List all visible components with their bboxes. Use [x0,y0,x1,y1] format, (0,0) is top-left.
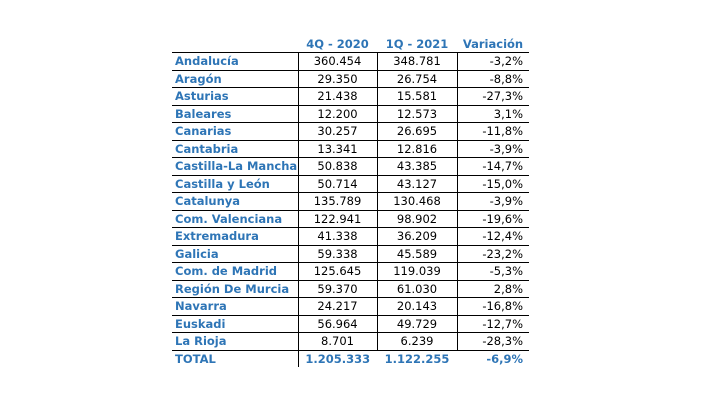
value-variacion: -11,8% [457,122,529,141]
value-1q-2021: 15.581 [377,87,458,106]
value-4q-2020: 59.338 [298,245,378,263]
header-row: 4Q - 2020 1Q - 2021 Variación [172,36,529,53]
value-1q-2021: 61.030 [377,280,458,298]
table-row: Andalucía 360.454 348.781 -3,2% [172,52,529,71]
value-1q-2021: 98.902 [377,210,458,228]
header-region [172,36,298,53]
value-4q-2020: 360.454 [298,52,378,71]
table-row: Com. Valenciana 122.941 98.902 -19,6% [172,210,529,228]
value-variacion: 2,8% [457,280,529,298]
value-4q-2020: 125.645 [298,262,378,281]
header-4q-2020: 4Q - 2020 [298,36,377,53]
value-4q-2020: 29.350 [298,70,378,88]
value-variacion: -12,4% [457,227,529,246]
value-1q-2021: 43.127 [377,175,458,193]
value-4q-2020: 59.370 [298,280,378,298]
value-variacion: -12,7% [457,315,529,333]
total-1q-2021: 1.122.255 [384,351,450,366]
value-variacion: -23,2% [457,245,529,263]
total-4q-2020: 1.205.333 [305,351,371,366]
region-name: Navarra [172,297,299,316]
value-4q-2020: 21.438 [298,87,378,106]
table-row: Castilla-La Mancha 50.838 43.385 -14,7% [172,157,529,176]
value-variacion: -3,9% [457,140,529,158]
table-row: Baleares 12.200 12.573 3,1% [172,105,529,123]
value-4q-2020: 56.964 [298,315,378,333]
table-row: La Rioja 8.701 6.239 -28,3% [172,332,529,351]
table-row: Extremadura 41.338 36.209 -12,4% [172,227,529,246]
value-4q-2020: 50.838 [298,157,378,176]
region-name: Andalucía [172,52,299,71]
header-1q-2021: 1Q - 2021 [377,36,457,53]
region-name: Catalunya [172,192,299,211]
value-4q-2020: 24.217 [298,297,378,316]
value-4q-2020: 41.338 [298,227,378,246]
value-variacion: -28,3% [457,332,529,351]
value-4q-2020: 135.789 [298,192,378,211]
value-1q-2021: 20.143 [377,297,458,316]
total-row: TOTAL 1.205.333 1.122.255 -6,9% [172,350,529,367]
table-row: Galicia 59.338 45.589 -23,2% [172,245,529,263]
value-1q-2021: 12.816 [377,140,458,158]
value-variacion: -14,7% [457,157,529,176]
region-name: Canarias [172,122,299,141]
region-name: Com. Valenciana [172,210,299,228]
region-name: Cantabria [172,140,299,158]
region-name: Región De Murcia [172,280,299,298]
value-variacion: -3,2% [457,52,529,71]
table-row: Canarias 30.257 26.695 -11,8% [172,122,529,141]
regional-data-table: 4Q - 2020 1Q - 2021 Variación Andalucía 3… [172,36,529,367]
table-row: Castilla y León 50.714 43.127 -15,0% [172,175,529,193]
value-1q-2021: 43.385 [377,157,458,176]
value-variacion: -19,6% [457,210,529,228]
region-name: Com. de Madrid [172,262,299,281]
value-1q-2021: 12.573 [377,105,458,123]
value-4q-2020: 30.257 [298,122,378,141]
value-variacion: -27,3% [457,87,529,106]
value-1q-2021: 36.209 [377,227,458,246]
table-row: Euskadi 56.964 49.729 -12,7% [172,315,529,333]
total-variacion: -6,9% [486,351,523,366]
region-name: La Rioja [172,332,299,351]
value-4q-2020: 50.714 [298,175,378,193]
value-variacion: -8,8% [457,70,529,88]
value-4q-2020: 13.341 [298,140,378,158]
region-name: Extremadura [172,227,299,246]
region-name: Castilla y León [172,175,299,193]
region-name: Asturias [172,87,299,106]
region-name: Euskadi [172,315,299,333]
value-1q-2021: 26.695 [377,122,458,141]
value-1q-2021: 6.239 [377,332,458,351]
value-variacion: -3,9% [457,192,529,211]
value-1q-2021: 26.754 [377,70,458,88]
region-name: Castilla-La Mancha [172,157,299,176]
value-1q-2021: 45.589 [377,245,458,263]
table-row: Com. de Madrid 125.645 119.039 -5,3% [172,262,529,281]
value-4q-2020: 12.200 [298,105,378,123]
value-variacion: -5,3% [457,262,529,281]
value-1q-2021: 348.781 [377,52,458,71]
value-variacion: -15,0% [457,175,529,193]
table-row: Catalunya 135.789 130.468 -3,9% [172,192,529,211]
region-name: Galicia [172,245,299,263]
table-row: Cantabria 13.341 12.816 -3,9% [172,140,529,158]
value-variacion: -16,8% [457,297,529,316]
value-4q-2020: 122.941 [298,210,378,228]
value-1q-2021: 49.729 [377,315,458,333]
region-name: Baleares [172,105,299,123]
total-label: TOTAL [172,350,299,367]
header-variacion: Variación [457,36,529,53]
table-row: Aragón 29.350 26.754 -8,8% [172,70,529,88]
value-variacion: 3,1% [457,105,529,123]
value-1q-2021: 119.039 [377,262,458,281]
table-body: Andalucía 360.454 348.781 -3,2% Aragón 29.350… [172,52,529,367]
table-row: Navarra 24.217 20.143 -16,8% [172,297,529,316]
value-1q-2021: 130.468 [377,192,458,211]
table-row: Asturias 21.438 15.581 -27,3% [172,87,529,106]
region-name: Aragón [172,70,299,88]
value-4q-2020: 8.701 [298,332,378,351]
table-row: Región De Murcia 59.370 61.030 2,8% [172,280,529,298]
